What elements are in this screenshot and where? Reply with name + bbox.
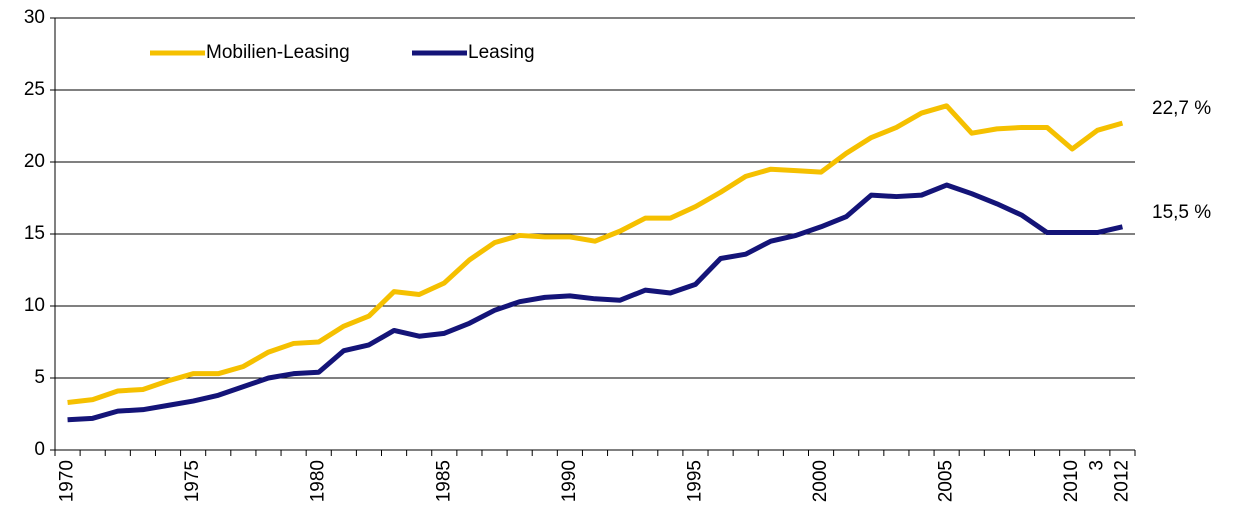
y-tick-label: 5 (34, 367, 45, 388)
value-label: 15,5 % (1152, 202, 1211, 223)
x-tick-label: 1985 (433, 460, 454, 502)
series-line (67, 182, 1124, 423)
x-tick-label: 2000 (810, 460, 831, 502)
legend-label: Mobilien-Leasing (206, 42, 350, 63)
x-tick-label: 1990 (559, 460, 580, 502)
x-tick-label: 2005 (936, 460, 957, 502)
y-tick-label: 15 (24, 223, 45, 244)
x-tick-label: 1970 (57, 460, 78, 502)
x-tick-label: 1975 (182, 460, 203, 502)
value-label: 22,7 % (1152, 98, 1211, 119)
y-tick-label: 0 (34, 439, 45, 460)
y-tick-label: 30 (24, 7, 45, 28)
y-tick-label: 10 (24, 295, 45, 316)
x-tick-label: 2010 (1061, 460, 1082, 502)
x-tick-label: 2012 (1111, 460, 1132, 502)
x-tick-label: 1995 (684, 460, 705, 502)
x-tick-label: 3 (1086, 460, 1107, 471)
y-tick-label: 25 (24, 79, 45, 100)
x-tick-label: 1980 (308, 460, 329, 502)
legend-label: Leasing (468, 42, 535, 63)
series-line (67, 103, 1124, 405)
y-tick-label: 20 (24, 151, 45, 172)
